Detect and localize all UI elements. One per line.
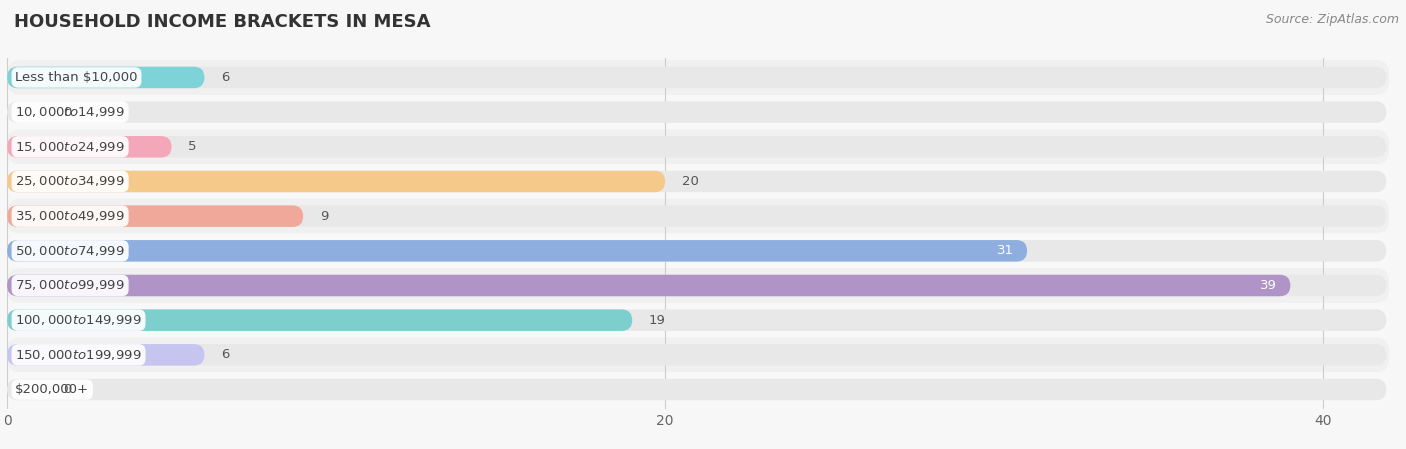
- Text: $10,000 to $14,999: $10,000 to $14,999: [15, 105, 125, 119]
- Text: 31: 31: [997, 244, 1014, 257]
- Text: $35,000 to $49,999: $35,000 to $49,999: [15, 209, 125, 223]
- Text: $50,000 to $74,999: $50,000 to $74,999: [15, 244, 125, 258]
- FancyBboxPatch shape: [7, 95, 1389, 129]
- FancyBboxPatch shape: [7, 60, 1389, 95]
- FancyBboxPatch shape: [7, 171, 665, 192]
- FancyBboxPatch shape: [7, 240, 1028, 262]
- FancyBboxPatch shape: [7, 233, 1389, 268]
- FancyBboxPatch shape: [7, 205, 304, 227]
- FancyBboxPatch shape: [7, 303, 1389, 338]
- Text: 0: 0: [63, 383, 72, 396]
- FancyBboxPatch shape: [7, 129, 1389, 164]
- FancyBboxPatch shape: [7, 268, 1389, 303]
- Text: $75,000 to $99,999: $75,000 to $99,999: [15, 278, 125, 292]
- FancyBboxPatch shape: [7, 379, 1386, 400]
- Text: $200,000+: $200,000+: [15, 383, 89, 396]
- Text: 20: 20: [682, 175, 699, 188]
- FancyBboxPatch shape: [7, 67, 204, 88]
- FancyBboxPatch shape: [7, 101, 1386, 123]
- FancyBboxPatch shape: [7, 199, 1389, 233]
- Text: 6: 6: [221, 71, 229, 84]
- Text: 19: 19: [648, 314, 665, 327]
- Text: $150,000 to $199,999: $150,000 to $199,999: [15, 348, 142, 362]
- Text: Source: ZipAtlas.com: Source: ZipAtlas.com: [1265, 13, 1399, 26]
- FancyBboxPatch shape: [7, 309, 633, 331]
- Text: 6: 6: [221, 348, 229, 361]
- Text: Less than $10,000: Less than $10,000: [15, 71, 138, 84]
- FancyBboxPatch shape: [7, 240, 1386, 262]
- FancyBboxPatch shape: [7, 309, 1386, 331]
- Text: 0: 0: [63, 106, 72, 119]
- FancyBboxPatch shape: [7, 344, 204, 365]
- FancyBboxPatch shape: [7, 67, 1386, 88]
- FancyBboxPatch shape: [7, 136, 172, 158]
- FancyBboxPatch shape: [7, 205, 1386, 227]
- FancyBboxPatch shape: [7, 275, 1386, 296]
- Text: $15,000 to $24,999: $15,000 to $24,999: [15, 140, 125, 154]
- FancyBboxPatch shape: [7, 171, 1386, 192]
- FancyBboxPatch shape: [7, 275, 1291, 296]
- FancyBboxPatch shape: [7, 136, 1386, 158]
- FancyBboxPatch shape: [7, 338, 1389, 372]
- Text: 9: 9: [319, 210, 328, 223]
- Text: $25,000 to $34,999: $25,000 to $34,999: [15, 175, 125, 189]
- Text: 39: 39: [1260, 279, 1277, 292]
- FancyBboxPatch shape: [7, 372, 1389, 407]
- FancyBboxPatch shape: [7, 344, 1386, 365]
- Text: 5: 5: [188, 140, 197, 153]
- Text: HOUSEHOLD INCOME BRACKETS IN MESA: HOUSEHOLD INCOME BRACKETS IN MESA: [14, 13, 430, 31]
- Text: $100,000 to $149,999: $100,000 to $149,999: [15, 313, 142, 327]
- FancyBboxPatch shape: [7, 164, 1389, 199]
